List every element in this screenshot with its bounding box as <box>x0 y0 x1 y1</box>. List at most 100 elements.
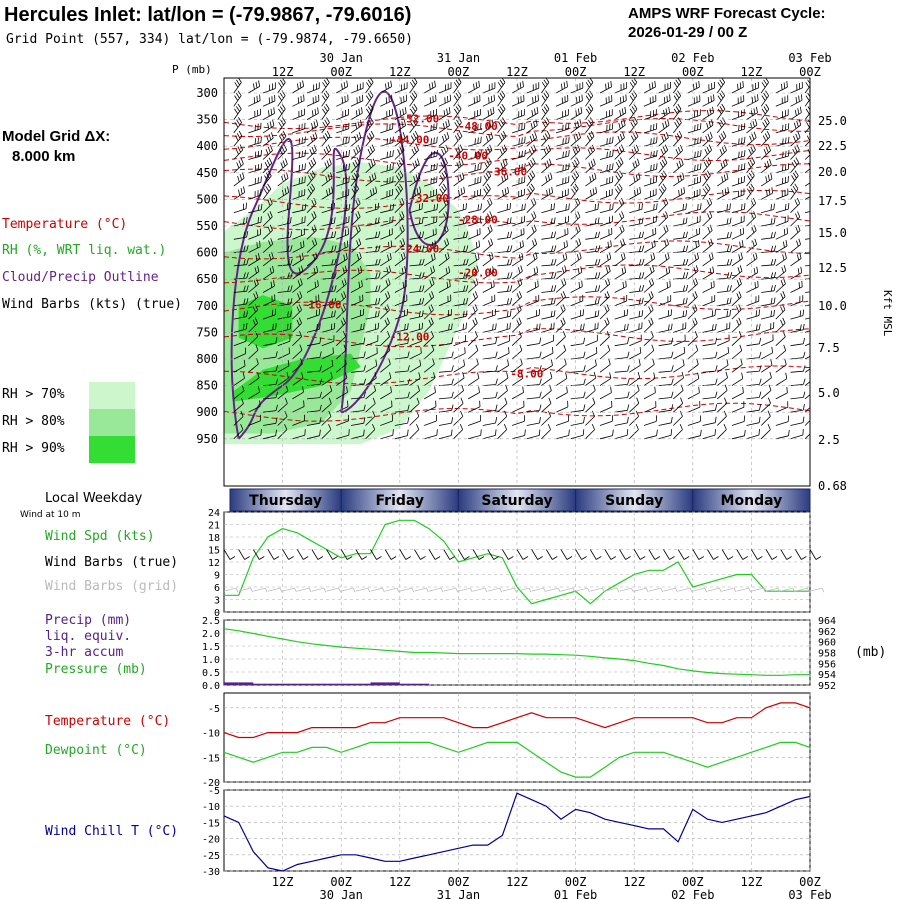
wind-barb <box>423 252 436 267</box>
wind-barb <box>570 170 580 187</box>
wind-barb <box>263 429 277 440</box>
panel-tick-label: 0.5 <box>202 668 220 679</box>
wind-barb <box>687 372 700 386</box>
wind-barb <box>775 81 788 94</box>
wind-barb <box>321 245 337 253</box>
wind-barb <box>409 322 423 333</box>
wind-barb <box>599 304 610 320</box>
wind-barb <box>380 176 394 187</box>
temperature-contour-label: -16.00 <box>302 298 342 311</box>
wind-barb <box>599 203 614 214</box>
wind-barb <box>804 103 810 120</box>
wind-barb <box>380 386 392 400</box>
wind-barb <box>629 397 640 413</box>
height-tick-label: 15.0 <box>818 226 847 240</box>
grid-wind-barb <box>443 587 459 593</box>
wind-barb <box>805 304 810 307</box>
wind-barb <box>541 285 557 293</box>
wind-barb <box>746 106 758 120</box>
windchill-line <box>223 792 811 872</box>
wind-barb <box>453 359 465 373</box>
wind-barb <box>526 323 541 333</box>
wind-barb <box>585 158 596 174</box>
wind-barb <box>248 344 259 360</box>
wind-barb <box>365 245 381 253</box>
wind-barb <box>394 119 406 134</box>
wind-barb <box>585 258 601 267</box>
wind-barb <box>599 227 613 240</box>
wind-barb <box>673 310 688 320</box>
wind-barb <box>394 280 407 293</box>
temperature-contour <box>224 131 810 151</box>
wind-barb <box>423 344 435 360</box>
wind-barb <box>424 122 438 134</box>
wind-barb <box>409 347 422 360</box>
grid-wind-barb <box>385 587 400 593</box>
wind-barb <box>790 365 806 373</box>
wind-barb <box>585 371 597 386</box>
wind-barb <box>760 131 771 147</box>
wind-barb <box>687 176 701 187</box>
wind-barb <box>409 117 418 134</box>
panel-tick-label: 12 <box>208 558 220 569</box>
surface-wind-barb <box>384 549 397 560</box>
wind-barb <box>409 423 420 440</box>
wind-barb <box>526 170 536 187</box>
wind-barb <box>629 217 644 227</box>
wind-barb <box>248 94 261 107</box>
wind-barb <box>263 404 278 413</box>
wind-barb <box>716 410 727 426</box>
wind-barb <box>424 109 437 120</box>
wind-barb <box>761 245 777 253</box>
panel-tick-label: 3 <box>214 596 220 607</box>
wind-barb <box>673 322 687 333</box>
wind-barb <box>643 304 654 320</box>
wind-barb <box>321 359 334 373</box>
date-tick-label: 02 Feb <box>671 51 714 65</box>
wind-barb <box>629 297 644 307</box>
wind-barb <box>350 365 366 373</box>
wind-barb <box>541 158 552 174</box>
wind-barb <box>790 404 805 413</box>
wind-barb <box>394 351 410 360</box>
grid-wind-barb <box>780 587 796 593</box>
wind-barb <box>409 335 423 347</box>
pressure-tick-label: 958 <box>818 649 836 660</box>
wind-barb <box>453 297 469 307</box>
wind-barb <box>746 404 762 413</box>
wind-barb <box>438 294 452 307</box>
wind-barb <box>658 144 669 160</box>
wind-barb <box>790 131 801 147</box>
wind-barb <box>717 245 733 253</box>
weekday-band: Thursday Friday Saturday Sunday Monday <box>229 488 811 512</box>
wind-barb <box>409 78 418 94</box>
wind-barb <box>423 372 436 386</box>
wind-barb <box>453 186 466 200</box>
wind-barb <box>394 94 408 107</box>
wind-barb <box>570 365 586 373</box>
wind-barb <box>233 103 242 120</box>
wind-barb <box>350 429 365 440</box>
wind-barb <box>248 291 259 307</box>
wind-barb <box>277 90 286 107</box>
wind-barb <box>555 344 567 360</box>
wind-barb <box>790 197 801 213</box>
wind-barb <box>277 117 286 134</box>
wind-barb <box>409 410 420 426</box>
wind-barb <box>643 386 656 400</box>
wind-barb <box>702 323 717 333</box>
wind-barb <box>336 203 351 214</box>
surface-wind-barb <box>458 549 470 560</box>
wind-barb <box>482 144 493 160</box>
wind-barb <box>248 400 261 413</box>
wind-barb <box>687 203 702 214</box>
wind-barb <box>365 310 380 320</box>
wind-barb <box>248 253 260 267</box>
wind-barb <box>746 94 759 107</box>
wind-barb <box>775 203 790 214</box>
wind-barb <box>292 358 303 373</box>
wind-barb <box>805 291 810 293</box>
wind-barb <box>365 144 375 160</box>
wind-barb <box>629 203 643 214</box>
wind-barb <box>643 415 657 426</box>
